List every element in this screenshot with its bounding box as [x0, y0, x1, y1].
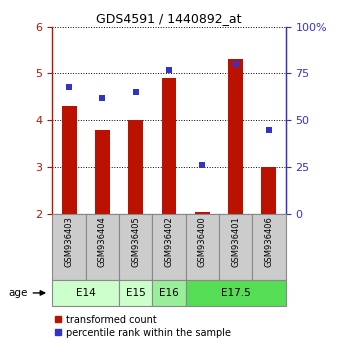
Bar	[52, 214, 86, 280]
Text: GSM936404: GSM936404	[98, 216, 107, 267]
Bar	[228, 59, 243, 214]
Legend: transformed count, percentile rank within the sample: transformed count, percentile rank withi…	[54, 315, 231, 337]
Bar	[128, 120, 143, 214]
Text: GDS4591 / 1440892_at: GDS4591 / 1440892_at	[96, 12, 242, 25]
Bar	[262, 167, 276, 214]
Text: E14: E14	[76, 288, 96, 298]
Bar	[152, 280, 186, 306]
Bar	[152, 214, 186, 280]
Bar	[95, 130, 110, 214]
Bar	[162, 78, 176, 214]
Text: GSM936400: GSM936400	[198, 216, 207, 267]
Point	[66, 84, 72, 90]
Text: GSM936402: GSM936402	[165, 216, 173, 267]
Bar	[86, 214, 119, 280]
Bar	[186, 214, 219, 280]
Bar	[186, 280, 286, 306]
Text: GSM936403: GSM936403	[65, 216, 74, 267]
Text: GSM936405: GSM936405	[131, 216, 140, 267]
Bar	[195, 212, 210, 214]
Bar	[52, 280, 119, 306]
Point	[133, 89, 138, 95]
Point	[100, 95, 105, 101]
Point	[266, 127, 272, 132]
Text: GSM936406: GSM936406	[264, 216, 273, 267]
Point	[233, 61, 238, 67]
Bar	[219, 214, 252, 280]
Text: E17.5: E17.5	[221, 288, 250, 298]
Text: GSM936401: GSM936401	[231, 216, 240, 267]
Bar	[252, 214, 286, 280]
Bar	[119, 214, 152, 280]
Bar	[62, 106, 76, 214]
Text: E16: E16	[159, 288, 179, 298]
Text: E15: E15	[126, 288, 146, 298]
Text: age: age	[8, 288, 28, 298]
Point	[166, 67, 172, 73]
Bar	[119, 280, 152, 306]
Point	[200, 162, 205, 168]
